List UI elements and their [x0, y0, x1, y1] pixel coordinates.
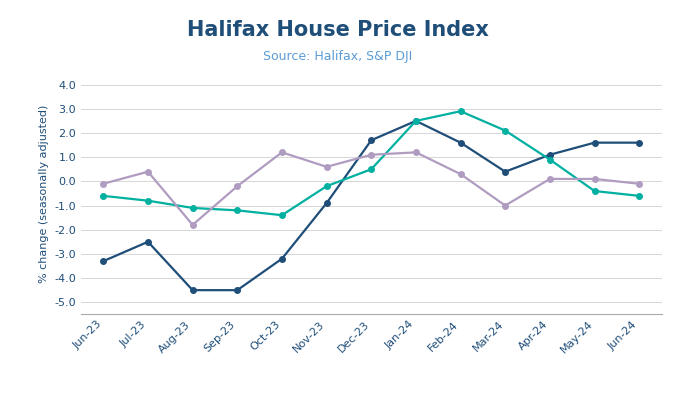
3 Month on 3 Month
% Change [144, 198, 152, 203]
Annual % Change [546, 152, 554, 157]
3 Month on 3 Month
% Change [635, 193, 643, 198]
Monthly % Change [456, 172, 464, 177]
3 Month on 3 Month
% Change [546, 157, 554, 162]
Monthly % Change [367, 152, 375, 157]
3 Month on 3 Month
% Change [456, 109, 464, 114]
Annual % Change [144, 239, 152, 244]
3 Month on 3 Month
% Change [501, 128, 509, 133]
Monthly % Change [188, 222, 196, 227]
3 Month on 3 Month
% Change [99, 193, 107, 198]
Line: Monthly % Change: Monthly % Change [101, 150, 642, 228]
Monthly % Change [234, 184, 242, 189]
Annual % Change [278, 256, 286, 261]
Line: Annual % Change: Annual % Change [101, 118, 642, 293]
Monthly % Change [635, 181, 643, 186]
Y-axis label: % change (seasonally adjusted): % change (seasonally adjusted) [39, 104, 49, 283]
Annual % Change [412, 118, 420, 123]
Monthly % Change [278, 150, 286, 155]
Annual % Change [367, 138, 375, 143]
3 Month on 3 Month
% Change [367, 167, 375, 172]
Monthly % Change [99, 181, 107, 186]
Monthly % Change [501, 203, 509, 208]
3 Month on 3 Month
% Change [234, 208, 242, 213]
3 Month on 3 Month
% Change [323, 184, 331, 189]
3 Month on 3 Month
% Change [591, 189, 599, 193]
Monthly % Change [546, 177, 554, 181]
Line: 3 Month on 3 Month
% Change: 3 Month on 3 Month % Change [101, 108, 642, 218]
Annual % Change [234, 288, 242, 293]
Monthly % Change [412, 150, 420, 155]
Annual % Change [188, 288, 196, 293]
Annual % Change [323, 201, 331, 206]
Text: Source: Halifax, S&P DJI: Source: Halifax, S&P DJI [263, 50, 412, 63]
3 Month on 3 Month
% Change [188, 206, 196, 210]
Text: Halifax House Price Index: Halifax House Price Index [186, 20, 489, 40]
Monthly % Change [144, 169, 152, 174]
Annual % Change [456, 140, 464, 145]
Monthly % Change [591, 177, 599, 181]
Annual % Change [591, 140, 599, 145]
3 Month on 3 Month
% Change [412, 118, 420, 123]
3 Month on 3 Month
% Change [278, 213, 286, 218]
Annual % Change [501, 169, 509, 174]
Annual % Change [99, 259, 107, 264]
Monthly % Change [323, 164, 331, 169]
Annual % Change [635, 140, 643, 145]
